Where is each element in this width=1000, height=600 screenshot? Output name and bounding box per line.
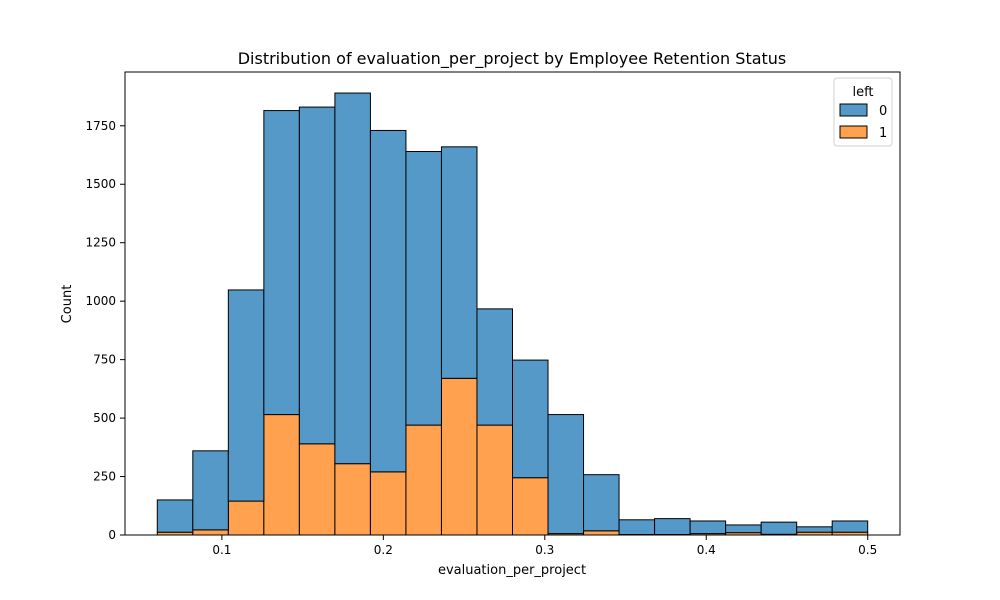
x-tick-label-1: 0.2 (374, 543, 393, 557)
bar-left-1-bin-8 (440, 377, 478, 536)
bar-left-0-bin-17 (760, 521, 798, 535)
legend-title: left (852, 85, 873, 100)
bar-left-0-bin-8 (440, 146, 478, 379)
bar-left-0-bin-10 (512, 359, 549, 479)
bar-left-0-bin-14 (654, 518, 691, 536)
axes-layer: 0.1 0.2 0.3 0.4 0.5 0 250 500 750 1000 1250 1500 175… (85, 71, 901, 557)
x-axis-label: evaluation_per_project (438, 563, 586, 578)
x-tick-label-2: 0.3 (535, 543, 554, 557)
y-tick-label-4: 1000 (85, 294, 116, 308)
bar-left-0-bin-9 (476, 308, 514, 426)
bar-left-1-bin-2 (227, 500, 265, 536)
bar-left-0-bin-11 (547, 414, 585, 535)
legend-label-1: 1 (879, 126, 887, 141)
chart-title: Distribution of evaluation_per_project b… (238, 49, 787, 69)
x-tick-label-0: 0.1 (212, 543, 231, 557)
bar-left-0-bin-19 (831, 520, 869, 533)
bar-left-0-bin-7 (405, 151, 442, 426)
bar-left-1-bin-7 (405, 424, 442, 536)
bar-left-1-bin-6 (369, 471, 407, 536)
x-tick-label-3: 0.4 (697, 543, 716, 557)
bar-left-0-bin-3 (263, 110, 300, 416)
legend-swatch-1 (839, 125, 868, 139)
y-axis-label: Count (60, 285, 75, 324)
bar-left-1-bin-5 (334, 463, 371, 536)
y-tick-label-2: 500 (93, 411, 116, 425)
bar-left-0-bin-13 (618, 519, 656, 536)
bar-left-1-bin-4 (298, 443, 336, 536)
bar-left-0-bin-15 (689, 520, 727, 535)
bar-left-1-bin-1 (192, 529, 229, 536)
bar-left-0-bin-18 (796, 526, 833, 533)
bars-layer (156, 92, 869, 536)
bar-left-1-bin-10 (512, 477, 549, 536)
y-tick-label-1: 250 (93, 470, 116, 484)
bar-left-0-bin-12 (583, 474, 620, 532)
bar-left-0-bin-4 (298, 106, 336, 445)
legend: left 0 1 (833, 77, 893, 147)
bar-left-0-bin-0 (156, 499, 194, 533)
y-tick-label-0: 0 (108, 528, 116, 542)
bar-left-0-bin-6 (369, 129, 407, 473)
legend-label-0: 0 (879, 104, 887, 119)
bar-left-0-bin-16 (725, 524, 762, 534)
y-tick-label-6: 1500 (85, 177, 116, 191)
bar-left-0-bin-5 (334, 92, 371, 465)
bar-left-1-bin-3 (263, 414, 300, 536)
x-tick-label-4: 0.5 (858, 543, 877, 557)
plot-frame (124, 71, 901, 536)
bar-left-0-bin-1 (192, 450, 229, 531)
y-tick-label-7: 1750 (85, 119, 116, 133)
y-tick-label-3: 750 (93, 353, 116, 367)
y-tick-label-5: 1250 (85, 236, 116, 250)
bar-left-0-bin-2 (227, 289, 265, 502)
bar-left-1-bin-12 (583, 530, 620, 536)
bar-left-1-bin-9 (476, 424, 514, 536)
legend-swatch-0 (839, 103, 868, 117)
